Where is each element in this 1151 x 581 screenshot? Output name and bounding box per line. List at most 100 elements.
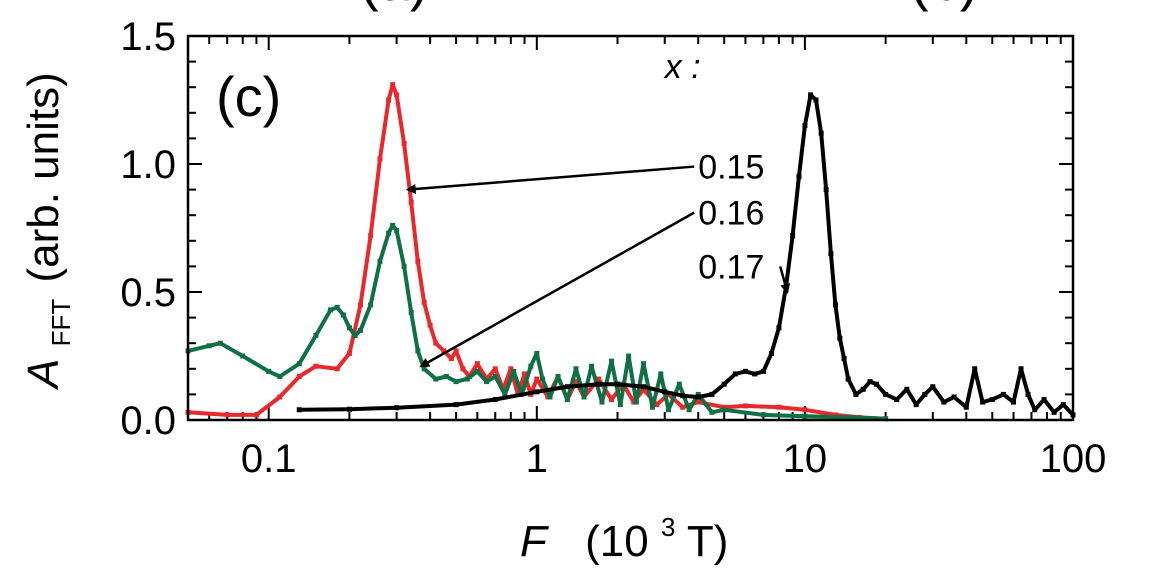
data-point xyxy=(649,404,655,410)
data-point xyxy=(813,97,819,103)
data-point xyxy=(368,233,374,239)
annotation-arrow-0.17 xyxy=(779,266,791,294)
data-point xyxy=(522,371,528,377)
data-point xyxy=(1060,402,1066,408)
data-point xyxy=(358,302,364,308)
data-point xyxy=(874,381,880,387)
upper-panel-label-fragment-left: (a) xyxy=(360,0,428,12)
data-point xyxy=(596,376,602,382)
data-point xyxy=(474,368,480,374)
data-point xyxy=(626,353,632,359)
data-point xyxy=(883,416,889,422)
data-point xyxy=(828,251,834,257)
data-point xyxy=(680,393,686,399)
plot-frame xyxy=(186,34,1075,422)
data-point xyxy=(340,312,346,318)
data-point xyxy=(709,409,715,415)
data-point xyxy=(377,258,383,264)
legend-title: x : xyxy=(663,48,701,86)
annotation-arrow-0.15 xyxy=(405,165,695,194)
data-point xyxy=(390,222,396,228)
data-point xyxy=(832,412,838,418)
data-point xyxy=(240,353,246,359)
data-point xyxy=(818,130,824,136)
data-point xyxy=(768,350,774,356)
data-point xyxy=(666,407,672,413)
data-point xyxy=(790,233,796,239)
data-point xyxy=(327,307,333,313)
data-point xyxy=(206,343,212,349)
data-point xyxy=(654,402,660,408)
data-point xyxy=(845,376,851,382)
data-point xyxy=(408,309,414,315)
data-point xyxy=(358,327,364,333)
data-point xyxy=(408,199,414,205)
data-point xyxy=(277,394,283,400)
data-point xyxy=(695,391,701,397)
data-point xyxy=(599,399,605,405)
data-point xyxy=(980,399,986,405)
data-point xyxy=(609,358,615,364)
x-axis-variable: F xyxy=(520,517,549,566)
data-point xyxy=(742,403,748,409)
data-point xyxy=(1018,366,1024,372)
data-point xyxy=(508,366,514,372)
x-axis-unit-open: (10 xyxy=(585,517,649,566)
data-point xyxy=(564,397,570,403)
data-point xyxy=(427,322,433,328)
data-point xyxy=(394,405,400,411)
data-point xyxy=(534,376,540,382)
data-point xyxy=(776,325,782,331)
data-point xyxy=(555,373,561,379)
data-point xyxy=(662,389,668,395)
tick-labels: 0.1 1 10 100 0.0 0.5 1.0 1.5 xyxy=(120,15,1106,481)
data-point xyxy=(346,406,352,412)
data-point xyxy=(951,394,957,400)
data-point xyxy=(721,404,727,410)
data-point xyxy=(313,333,319,339)
annotation-label-0.16: 0.16 xyxy=(698,195,764,233)
y-axis-title: A FFT (arb. units) xyxy=(19,72,80,391)
data-point xyxy=(547,394,553,400)
data-point xyxy=(633,399,639,405)
y-axis-rest: (arb. units) xyxy=(19,72,68,282)
annotation-arrow-0.16 xyxy=(419,211,695,368)
y-axis-subscript: FFT xyxy=(46,299,76,347)
y-axis-variable: A xyxy=(19,359,68,391)
data-point xyxy=(760,412,766,418)
x-tick-label: 10 xyxy=(783,437,828,481)
data-point xyxy=(963,404,969,410)
data-point xyxy=(837,335,843,341)
data-point xyxy=(564,384,570,390)
x-tick-label: 0.1 xyxy=(241,437,297,481)
data-point xyxy=(394,92,400,98)
data-point xyxy=(776,404,782,410)
data-point xyxy=(1025,391,1031,397)
data-point xyxy=(913,402,919,408)
data-point xyxy=(492,373,498,379)
data-point xyxy=(658,371,664,377)
data-point xyxy=(368,302,374,308)
data-point xyxy=(832,302,838,308)
data-point xyxy=(390,82,396,88)
upper-panel-label-fragment-right: (b) xyxy=(910,0,978,12)
data-point xyxy=(464,376,470,382)
data-point xyxy=(534,350,540,356)
data-point xyxy=(386,97,392,103)
data-point xyxy=(313,363,319,369)
data-point xyxy=(989,397,995,403)
data-point xyxy=(941,399,947,405)
data-point xyxy=(346,350,352,356)
data-point xyxy=(334,366,340,372)
data-point xyxy=(528,363,534,369)
data-point xyxy=(474,361,480,367)
data-point xyxy=(296,373,302,379)
y-tick-label: 1.5 xyxy=(120,15,176,59)
data-point xyxy=(709,391,715,397)
data-point xyxy=(253,412,259,418)
data-point xyxy=(930,384,936,390)
data-point xyxy=(823,187,829,193)
data-point xyxy=(695,394,701,400)
data-point xyxy=(802,123,808,129)
